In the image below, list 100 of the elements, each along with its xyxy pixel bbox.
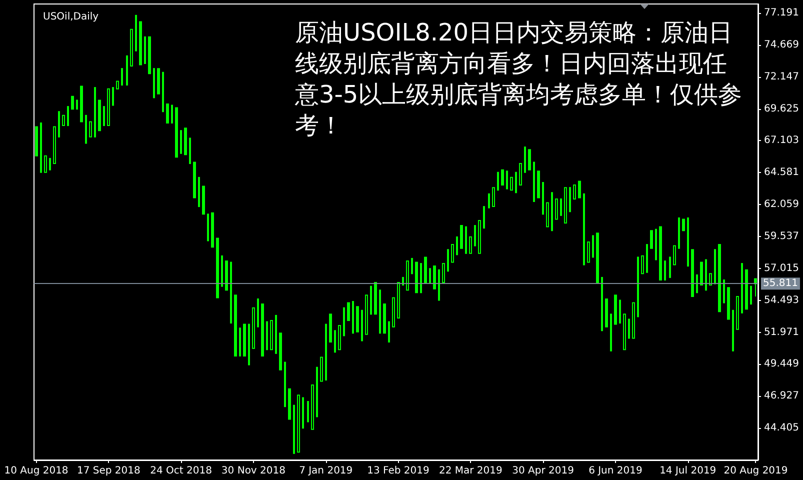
candlestick — [424, 256, 427, 284]
candlestick — [325, 324, 327, 380]
candlestick — [62, 114, 65, 126]
candlestick — [524, 146, 526, 173]
candlestick — [637, 256, 639, 318]
candlestick — [40, 122, 42, 173]
candlestick — [153, 68, 155, 98]
candlestick — [216, 238, 219, 298]
candlestick — [180, 130, 182, 154]
candlestick — [583, 193, 585, 266]
y-tick-label: 69.625 — [764, 103, 799, 114]
candlestick — [745, 269, 748, 310]
candlestick — [546, 202, 549, 228]
candlestick — [632, 302, 635, 339]
candlestick — [506, 170, 508, 190]
candlestick — [320, 356, 323, 382]
candlestick — [555, 198, 558, 220]
candlestick — [103, 106, 105, 126]
candlestick — [596, 232, 599, 284]
candlestick — [528, 149, 531, 170]
candlestick — [736, 296, 739, 330]
y-tick-label: 44.405 — [764, 422, 799, 434]
candlestick — [98, 100, 101, 132]
x-tick-label: 20 Aug 2019 — [724, 466, 788, 476]
candlestick — [139, 21, 142, 66]
candlestick — [288, 388, 291, 420]
candlestick — [89, 121, 92, 138]
candlestick — [221, 255, 223, 287]
candlestick — [248, 324, 250, 366]
x-tick-label: 14 Jul 2019 — [660, 466, 716, 476]
y-tick-label: 49.449 — [764, 358, 799, 370]
y-tick-label: 77.191 — [764, 7, 799, 18]
candlestick — [365, 294, 368, 335]
candlestick — [379, 290, 381, 334]
y-tick-label: 46.927 — [764, 390, 799, 402]
candlestick — [126, 55, 128, 86]
candlestick — [343, 307, 345, 336]
candlestick — [225, 260, 228, 291]
candlestick — [175, 107, 178, 158]
candlestick — [537, 170, 540, 198]
candlestick — [655, 228, 657, 260]
candlestick — [307, 401, 309, 422]
candlestick — [116, 80, 119, 90]
x-tick-label: 7 Jan 2019 — [299, 466, 353, 476]
candlestick — [297, 394, 300, 453]
candlestick — [230, 262, 232, 324]
candlestick — [198, 176, 200, 208]
candlestick — [361, 310, 363, 342]
y-tick-label: 72.147 — [764, 71, 799, 82]
candlestick — [347, 302, 350, 321]
candlestick — [329, 314, 332, 343]
y-tick-label: 64.581 — [764, 167, 799, 178]
candlestick — [234, 294, 237, 356]
candlestick — [601, 276, 603, 332]
candlestick — [107, 88, 110, 126]
candlestick — [469, 236, 472, 254]
candlestick — [551, 192, 553, 232]
candlestick — [564, 187, 567, 224]
candlestick — [659, 226, 662, 280]
candlestick — [619, 300, 621, 324]
candlestick — [429, 268, 431, 284]
candlestick — [266, 321, 268, 350]
text: USOil,Daily — [43, 12, 99, 22]
candlestick — [741, 263, 743, 314]
candlestick — [497, 172, 499, 191]
y-tick-label: 59.537 — [764, 230, 799, 242]
x-tick-label: 30 Apr 2019 — [512, 466, 574, 476]
candlestick — [433, 266, 436, 290]
candlestick — [650, 230, 653, 249]
candlestick — [696, 274, 698, 294]
candlestick — [723, 279, 725, 304]
candlestick — [243, 324, 246, 356]
candlestick — [162, 72, 164, 112]
candlestick — [438, 269, 440, 301]
candlestick — [338, 325, 341, 350]
candlestick — [515, 172, 517, 194]
candlestick — [687, 217, 689, 267]
candlestick — [727, 287, 730, 320]
candlestick — [587, 242, 590, 263]
candlestick — [189, 138, 191, 164]
candlestick — [573, 184, 576, 200]
candlestick — [58, 111, 60, 138]
candlestick — [560, 198, 562, 216]
candlestick — [135, 14, 137, 52]
candlestick — [311, 384, 314, 430]
candlestick — [144, 36, 146, 64]
candlestick — [112, 87, 114, 106]
candlestick — [293, 404, 295, 454]
x-tick-label: 17 Sep 2018 — [76, 466, 140, 476]
candlestick — [415, 262, 418, 294]
candlestick — [664, 260, 666, 280]
candlestick — [732, 310, 734, 352]
y-tick-label: 54.493 — [764, 294, 799, 306]
candlestick — [478, 220, 481, 254]
ref-line-label: 55.811 — [763, 278, 798, 290]
candlestick — [542, 182, 544, 215]
candlestick — [519, 163, 522, 186]
candlestick — [53, 126, 56, 164]
candlestick — [157, 68, 160, 94]
x-tick-label: 13 Feb 2019 — [367, 466, 430, 476]
